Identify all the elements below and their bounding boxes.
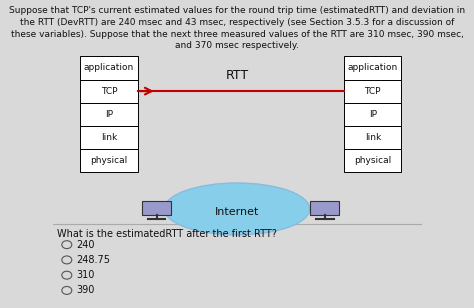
FancyBboxPatch shape xyxy=(80,103,137,126)
Text: Internet: Internet xyxy=(215,207,259,217)
Text: Suppose that TCP's current estimated values for the round trip time (estimatedRT: Suppose that TCP's current estimated val… xyxy=(9,6,465,51)
Text: 240: 240 xyxy=(76,240,95,250)
Text: link: link xyxy=(365,133,381,142)
FancyBboxPatch shape xyxy=(142,201,171,215)
Text: IP: IP xyxy=(105,110,113,119)
Ellipse shape xyxy=(164,183,310,235)
Text: 390: 390 xyxy=(76,286,95,295)
Text: TCP: TCP xyxy=(365,87,381,95)
FancyBboxPatch shape xyxy=(80,79,137,103)
Text: physical: physical xyxy=(90,156,128,165)
FancyBboxPatch shape xyxy=(344,56,401,79)
Text: RTT: RTT xyxy=(226,69,248,82)
FancyBboxPatch shape xyxy=(310,201,339,215)
Text: application: application xyxy=(347,63,398,72)
FancyBboxPatch shape xyxy=(344,149,401,172)
Text: TCP: TCP xyxy=(100,87,117,95)
FancyBboxPatch shape xyxy=(344,126,401,149)
Text: application: application xyxy=(84,63,134,72)
Text: What is the estimatedRTT after the first RTT?: What is the estimatedRTT after the first… xyxy=(57,229,277,239)
Text: IP: IP xyxy=(369,110,377,119)
Text: link: link xyxy=(101,133,117,142)
FancyBboxPatch shape xyxy=(80,56,137,79)
Text: 310: 310 xyxy=(76,270,95,280)
FancyBboxPatch shape xyxy=(80,126,137,149)
Text: 248.75: 248.75 xyxy=(76,255,110,265)
FancyBboxPatch shape xyxy=(344,103,401,126)
Text: physical: physical xyxy=(354,156,392,165)
FancyBboxPatch shape xyxy=(344,79,401,103)
FancyBboxPatch shape xyxy=(80,149,137,172)
